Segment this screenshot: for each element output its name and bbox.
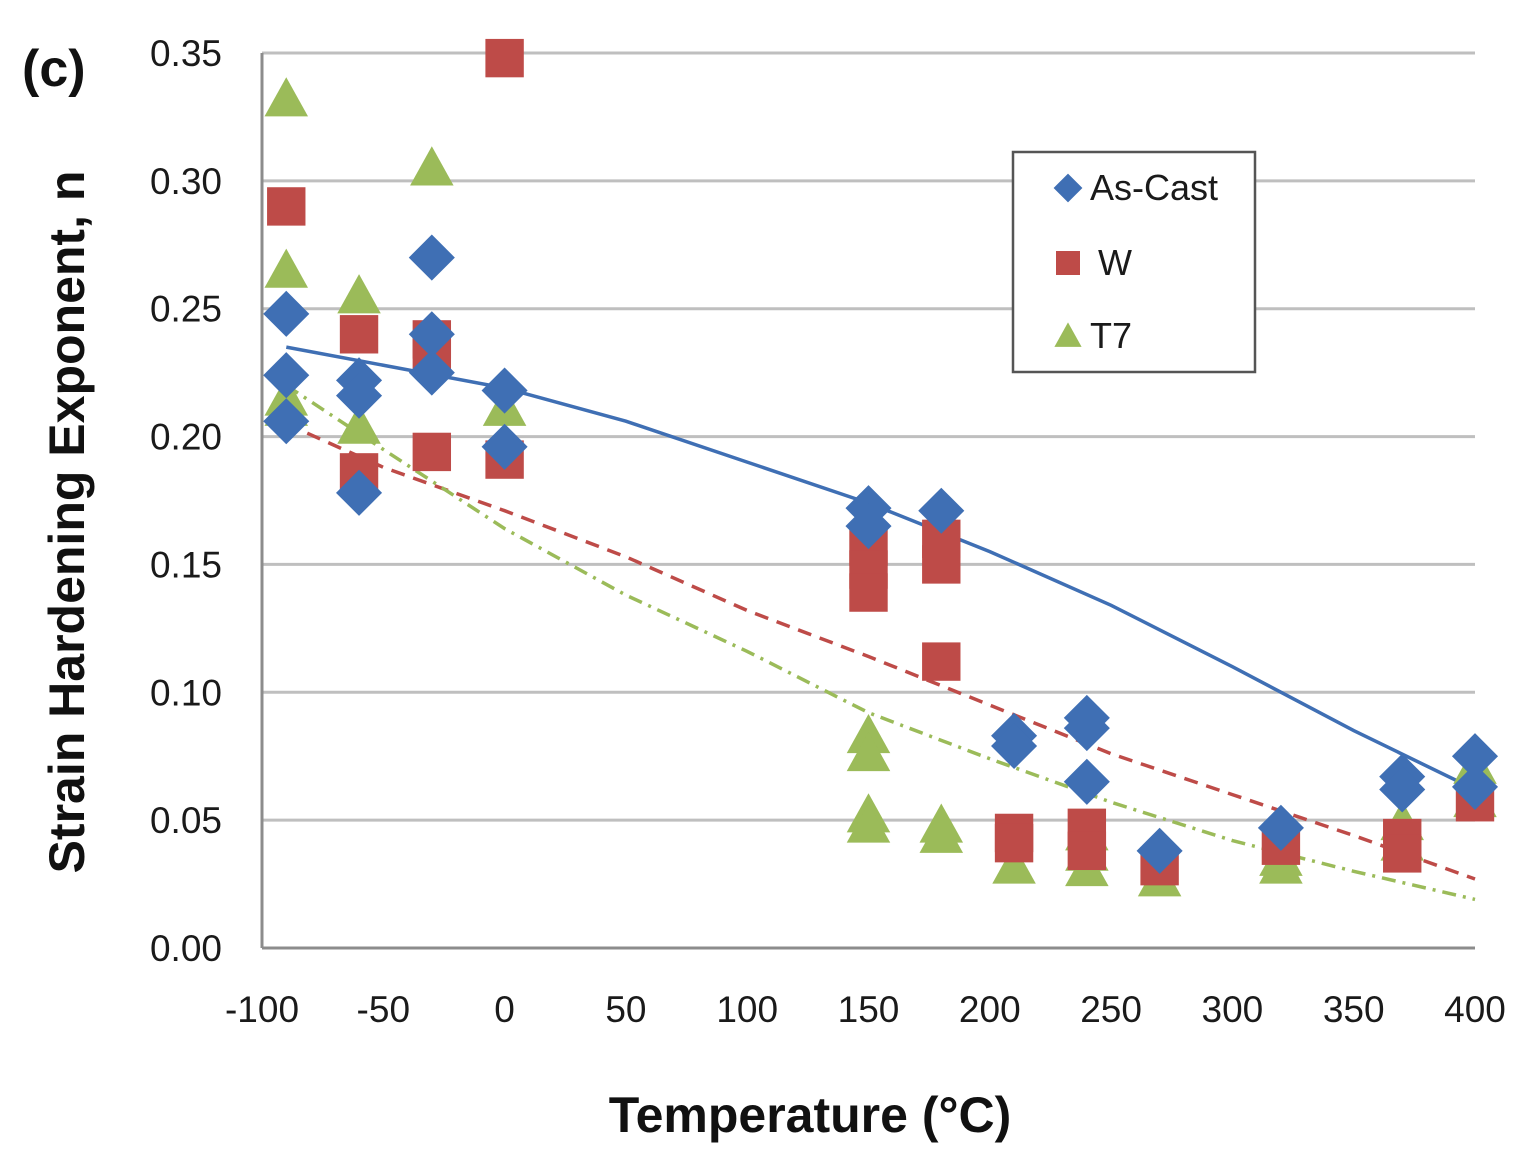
data-point-as-cast	[1451, 733, 1499, 780]
data-point-as-cast	[1379, 766, 1426, 813]
labels-layer: 0.00 0.05 0.10 0.15 0.20 0.25 0.30 0.35 -100 -50 0…	[150, 33, 1506, 1030]
legend-label-t7: T7	[1090, 315, 1132, 356]
data-point-w	[994, 823, 1034, 863]
legend-marker-t7	[1054, 322, 1082, 347]
x-tick-label: 100	[716, 989, 778, 1030]
y-axis-title: Strain Hardening Exponent, n	[39, 171, 95, 874]
data-point-t7	[846, 731, 891, 772]
data-point-t7	[264, 248, 309, 288]
data-point-as-cast	[408, 349, 455, 396]
x-tick-label: -50	[357, 989, 410, 1030]
x-tick-label: 300	[1202, 989, 1264, 1030]
data-point-as-cast	[336, 469, 383, 516]
y-tick-label: 0.25	[150, 289, 222, 330]
y-tick-label: 0.20	[150, 417, 222, 458]
x-tick-label: 250	[1080, 989, 1142, 1030]
data-point-as-cast	[481, 423, 528, 470]
legend-label-as-cast: As-Cast	[1090, 167, 1218, 208]
data-point-as-cast	[408, 311, 455, 358]
x-tick-label: 150	[838, 989, 900, 1030]
x-tick-label: 50	[605, 989, 646, 1030]
legend-markers	[1053, 173, 1083, 347]
y-tick-label: 0.35	[150, 33, 222, 74]
data-point-w	[1067, 831, 1107, 871]
x-tick-label: 200	[959, 989, 1021, 1030]
data-point-as-cast	[1257, 804, 1304, 851]
legend-marker-as-cast	[1053, 173, 1083, 203]
data-point-as-cast	[1063, 758, 1110, 805]
data-point-t7	[337, 274, 381, 314]
data-point-as-cast	[481, 367, 528, 414]
data-point-t7	[846, 803, 891, 843]
y-tick-label: 0.15	[150, 544, 222, 585]
x-axis-title: Temperature (°C)	[609, 1087, 1011, 1143]
y-tick-label: 0.10	[150, 672, 222, 713]
data-point-w	[922, 545, 961, 584]
data-point-t7	[410, 146, 454, 186]
panel-label: (c)	[22, 40, 86, 98]
data-point-t7	[919, 813, 964, 853]
data-point-w	[849, 573, 888, 612]
data-point-w	[485, 38, 524, 78]
data-point-as-cast	[263, 398, 310, 445]
y-tick-label: 0.00	[150, 928, 222, 969]
data-point-as-cast	[1063, 705, 1110, 752]
data-point-as-cast	[845, 503, 892, 550]
x-tick-label: 350	[1323, 989, 1385, 1030]
y-tick-label: 0.05	[150, 800, 222, 841]
legend-marker-w	[1056, 251, 1080, 275]
legend: As-Cast W T7	[1011, 150, 1257, 374]
data-point-as-cast	[408, 234, 455, 281]
legend-box	[1011, 150, 1257, 374]
trendline-w	[285, 422, 1476, 881]
data-point-w	[412, 432, 452, 472]
x-tick-label: 400	[1444, 989, 1506, 1030]
data-point-as-cast	[263, 352, 310, 399]
data-point-as-cast	[336, 372, 383, 419]
data-point-t7	[264, 77, 309, 117]
x-tick-label: 0	[494, 989, 515, 1030]
data-point-w	[1383, 834, 1422, 873]
data-point-as-cast	[263, 290, 310, 337]
data-point-w	[922, 642, 961, 681]
data-point-as-cast	[991, 722, 1038, 770]
data-point-w	[339, 315, 379, 354]
data-point-t7	[337, 404, 381, 444]
axes-layer	[260, 53, 1475, 950]
data-point-w	[267, 187, 306, 226]
data-point-as-cast	[918, 487, 965, 534]
data-point-as-cast	[1136, 827, 1183, 874]
points-layer	[263, 38, 1499, 897]
data-point-as-cast	[1451, 763, 1499, 810]
y-tick-label: 0.30	[150, 161, 222, 202]
data-point-t7	[992, 844, 1036, 884]
legend-label-w: W	[1098, 242, 1132, 283]
x-tick-label: -100	[225, 989, 299, 1030]
